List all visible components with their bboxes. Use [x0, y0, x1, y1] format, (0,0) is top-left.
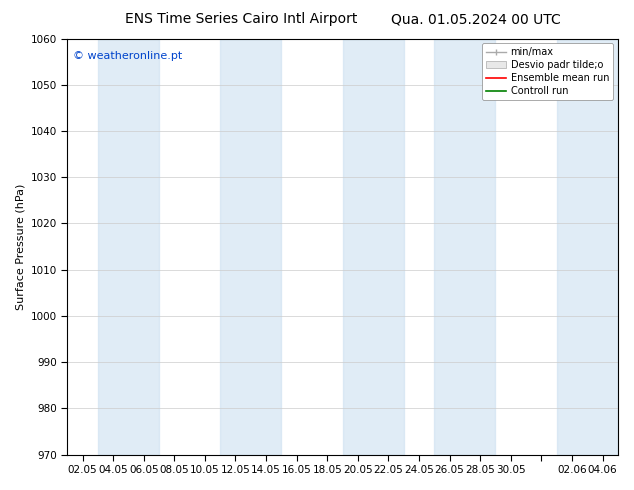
Bar: [434, 39, 496, 455]
Legend: min/max, Desvio padr tilde;o, Ensemble mean run, Controll run: min/max, Desvio padr tilde;o, Ensemble m…: [482, 44, 613, 100]
Bar: [220, 39, 281, 455]
Bar: [342, 39, 404, 455]
Bar: [557, 39, 618, 455]
Text: © weatheronline.pt: © weatheronline.pt: [73, 51, 182, 61]
Text: Qua. 01.05.2024 00 UTC: Qua. 01.05.2024 00 UTC: [391, 12, 560, 26]
Bar: [98, 39, 159, 455]
Text: ENS Time Series Cairo Intl Airport: ENS Time Series Cairo Intl Airport: [125, 12, 357, 26]
Y-axis label: Surface Pressure (hPa): Surface Pressure (hPa): [15, 183, 25, 310]
